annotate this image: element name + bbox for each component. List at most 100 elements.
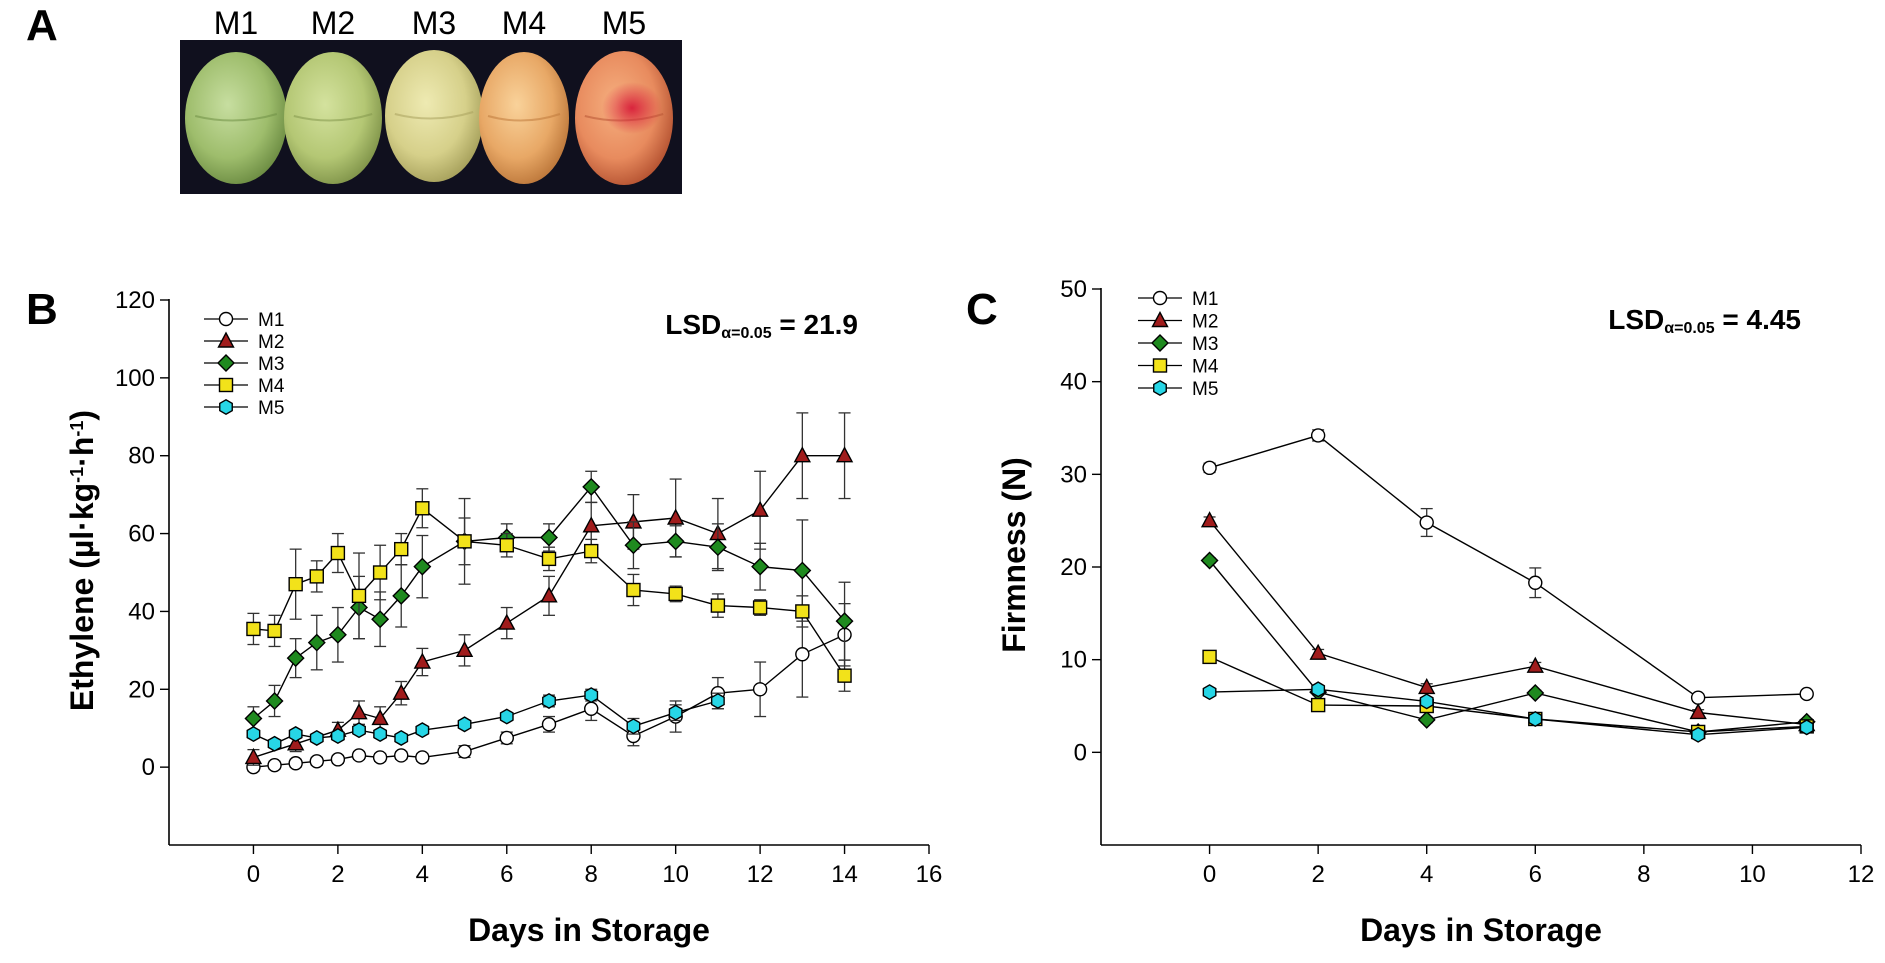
panel-c-point-m2 — [1200, 511, 1219, 528]
panel-b-point-m3 — [540, 528, 558, 547]
fruit-label-m4: M4 — [502, 5, 546, 41]
panel-c-y-axis-title: Firmness (N) — [996, 457, 1032, 653]
panel-c-point-m1 — [1528, 575, 1543, 590]
panel-b-x-tick-label: 10 — [662, 861, 689, 888]
panel-b-legend-item-m3: M3 — [204, 354, 284, 375]
panel-b-legend-item-m2: M2 — [204, 331, 284, 353]
panel-c-letter: C — [966, 285, 998, 334]
panel-c-x-axis-title: Days in Storage — [1360, 912, 1602, 948]
panel-c-y-tick-label: 30 — [1060, 461, 1087, 488]
panel-b-point-m2 — [582, 516, 600, 533]
panel-b-point-m4 — [309, 569, 324, 584]
panel-b-x-tick-label: 14 — [831, 861, 858, 888]
panel-b-point-m4 — [584, 543, 599, 559]
panel-b-point-m2 — [413, 652, 432, 669]
panel-b-point-m5 — [246, 726, 261, 743]
panel-c-legend-marker-m5 — [1153, 379, 1167, 397]
fruit-label-m1: M1 — [214, 5, 258, 41]
panel-b-ethylene-chart: B 0 2 4 6 8 10 12 14 16 0 20 40 60 80 100 120 Days in St… — [26, 285, 942, 948]
panel-b-point-m5 — [584, 687, 599, 704]
panel-c-legend-label-m3: M3 — [1192, 334, 1218, 355]
panel-b-point-m3 — [835, 612, 854, 631]
panel-c-series-m3 — [1200, 551, 1816, 741]
panel-c-point-m5 — [1419, 693, 1434, 710]
panel-b-legend-item-m1: M1 — [204, 310, 284, 331]
panel-b-point-m4 — [267, 623, 282, 639]
panel-b-x-tick-label: 6 — [500, 861, 513, 888]
fruit-m5-blush — [602, 82, 662, 134]
panel-b-legend-label-m5: M5 — [258, 398, 284, 419]
panel-c-legend-item-m5: M5 — [1138, 379, 1218, 400]
panel-b-point-m4 — [288, 576, 303, 592]
panel-b-point-m2 — [244, 747, 263, 765]
panel-c-x-tick-label: 8 — [1637, 861, 1650, 888]
fruit-label-m3: M3 — [412, 5, 456, 41]
fruit-m4 — [479, 52, 569, 184]
panel-a: A M1 M2 M3 M4 M5 — [26, 1, 682, 194]
panel-b-point-m2 — [392, 683, 410, 700]
panel-b-point-m5 — [288, 726, 303, 743]
panel-b-y-tick-label: 120 — [115, 287, 155, 314]
panel-b-point-m5 — [267, 735, 282, 752]
panel-b-series-m4 — [246, 488, 852, 692]
panel-b-x-tick-label: 2 — [331, 861, 344, 888]
panel-b-legend-label-m3: M3 — [258, 354, 284, 375]
panel-b-y-tick-label: 100 — [115, 365, 155, 392]
panel-b-point-m5 — [373, 726, 388, 743]
panel-b-lsd-annotation: LSDα=0.05 = 21.9 — [665, 309, 858, 342]
panel-b-x-tick-label: 12 — [747, 861, 774, 888]
panel-b-point-m2 — [371, 708, 389, 726]
panel-c-line-m4 — [1209, 656, 1807, 733]
panel-b-point-m3 — [582, 477, 601, 496]
panel-c-x-tick-label: 2 — [1311, 861, 1324, 888]
panel-b-point-m2 — [498, 613, 516, 630]
panel-b-legend-label-m2: M2 — [258, 332, 284, 353]
panel-b-legend-item-m4: M4 — [204, 376, 285, 397]
panel-b-point-m1 — [288, 756, 303, 771]
panel-b-line-m5 — [253, 694, 719, 745]
fruit-label-m5: M5 — [602, 5, 646, 41]
panel-b-point-m1 — [541, 717, 557, 732]
panel-c-series-m1 — [1202, 428, 1814, 705]
panel-c-point-m5 — [1202, 684, 1217, 701]
panel-b-x-tick-label: 4 — [416, 861, 429, 888]
panel-b-point-m5 — [415, 722, 430, 739]
panel-b-point-m4 — [668, 586, 683, 602]
fruit-m4-suture — [487, 113, 561, 122]
panel-b-point-m1 — [795, 647, 810, 662]
panel-c-line-m3 — [1209, 560, 1807, 733]
panel-c-point-m1 — [1202, 460, 1217, 476]
fruit-m1 — [185, 52, 287, 184]
panel-c-legend-marker-m4 — [1152, 358, 1168, 373]
panel-c-line-m1 — [1209, 434, 1807, 699]
fruit-m1-suture — [194, 113, 278, 122]
panel-c-point-m5 — [1799, 719, 1814, 736]
panel-c-legend-marker-m2 — [1151, 311, 1169, 328]
panel-b-point-m3 — [666, 532, 685, 551]
panel-b-point-m3 — [392, 586, 411, 605]
panel-b-point-m4 — [795, 604, 810, 619]
panel-c-point-m4 — [1202, 649, 1217, 665]
panel-c-legend-marker-m3 — [1151, 334, 1169, 352]
panel-b-point-m1 — [330, 752, 346, 767]
panel-b-point-m3 — [793, 561, 812, 580]
panel-c-y-tick-label: 40 — [1060, 369, 1087, 396]
panel-b-x-axis-title: Days in Storage — [468, 912, 710, 948]
panel-b-point-m3 — [265, 691, 284, 710]
panel-c-x-tick-label: 10 — [1739, 861, 1766, 888]
panel-b-point-m2 — [286, 734, 305, 751]
panel-b-point-m1 — [309, 754, 324, 769]
panel-b-point-m4 — [372, 565, 388, 580]
panel-b-point-m5 — [330, 727, 345, 745]
fruit-labels: M1 M2 M3 M4 M5 — [214, 5, 646, 41]
panel-c-legend-item-m1: M1 — [1138, 289, 1218, 310]
panel-b-point-m5 — [710, 692, 725, 709]
panel-c-point-m1 — [1799, 686, 1814, 702]
panel-b-point-m4 — [415, 501, 430, 516]
fruit-label-m2: M2 — [311, 5, 355, 41]
panel-b-point-m2 — [455, 640, 474, 658]
panel-c-firmness-chart: C 0 2 4 6 8 10 12 0 10 20 30 40 50 Days in Storage Fir… — [966, 276, 1874, 948]
panel-c-point-m3 — [1200, 551, 1219, 570]
